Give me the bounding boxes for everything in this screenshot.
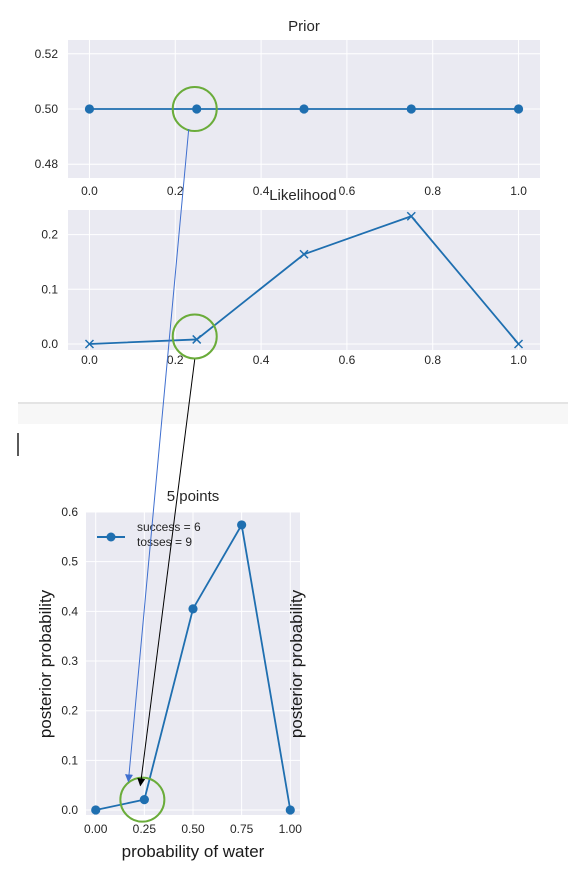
likelihood-point-3 (406, 211, 416, 221)
posterior-x-tick-2: 0.50 (181, 822, 205, 836)
prior-y-tick-2: 0.52 (35, 47, 59, 61)
prior-highlight-circle (171, 86, 218, 132)
likelihood-title: Likelihood (269, 187, 337, 204)
likelihood-point-2 (299, 249, 309, 259)
legend-entry-tosses: tosses = 9 (137, 535, 192, 549)
legend-marker-swatch (106, 532, 116, 542)
posterior-point-4 (285, 805, 295, 815)
posterior-y-tick-5: 0.5 (61, 555, 78, 569)
posterior-y-axis-label-right: posterior probability (287, 589, 306, 738)
posterior-highlight-circle (119, 776, 166, 823)
likelihood-x-tick-1: 0.2 (167, 353, 184, 367)
likelihood-x-tick-0: 0.0 (81, 353, 98, 367)
likelihood-x-tick-labels: 0.0 0.2 0.4 0.6 0.8 1.0 (81, 353, 527, 367)
legend-entry-success: success = 6 (137, 520, 201, 534)
posterior-series (91, 520, 295, 815)
likelihood-highlight-circle (171, 313, 218, 360)
posterior-x-axis-label: probability of water (122, 842, 265, 861)
posterior-y-tick-4: 0.4 (61, 604, 78, 618)
posterior-x-tick-0: 0.00 (84, 822, 108, 836)
prior-point-4 (513, 104, 524, 114)
posterior-y-tick-6: 0.6 (61, 505, 78, 519)
likelihood-point-1 (192, 334, 202, 344)
posterior-point-3 (237, 520, 247, 530)
prior-x-tick-4: 0.8 (424, 184, 441, 198)
likelihood-plot-area (68, 210, 540, 350)
prior-x-tick-3: 0.6 (339, 184, 356, 198)
prior-chart: 0.0 0.2 0.4 0.6 0.8 1.0 0.48 0.50 0.52 Prior (35, 18, 540, 198)
likelihood-point-0 (84, 339, 94, 349)
likelihood-x-tick-5: 1.0 (510, 353, 527, 367)
posterior-chart: 0.00 0.25 0.50 0.75 1.00 0.00.10.20.30.40.50… (36, 488, 306, 861)
prior-point-0 (84, 104, 95, 114)
posterior-gridlines (86, 511, 300, 815)
prior-x-tick-labels: 0.0 0.2 0.4 0.6 0.8 1.0 (81, 184, 527, 198)
prior-point-1 (192, 104, 202, 114)
posterior-y-tick-1: 0.1 (61, 753, 78, 767)
posterior-title: 5 points (167, 488, 220, 505)
prior-title: Prior (288, 18, 320, 35)
prior-to-posterior-arrow (125, 128, 190, 783)
posterior-y-tick-0: 0.0 (61, 803, 78, 817)
likelihood-x-tick-2: 0.4 (253, 353, 270, 367)
posterior-point-1 (139, 795, 149, 805)
prior-series (84, 104, 524, 114)
prior-y-tick-1: 0.50 (35, 102, 59, 116)
posterior-point-2 (188, 604, 198, 614)
likelihood-point-4 (514, 339, 524, 349)
likelihood-y-tick-1: 0.1 (41, 282, 58, 296)
likelihood-y-tick-2: 0.2 (41, 228, 58, 242)
notebook-cell-strip (18, 404, 568, 424)
prior-x-tick-5: 1.0 (510, 184, 527, 198)
posterior-x-tick-3: 0.75 (230, 822, 254, 836)
likelihood-chart: 0.0 0.2 0.4 0.6 0.8 1.0 0.0 0.1 0.2 Likelihood (41, 187, 540, 367)
prior-x-tick-0: 0.0 (81, 184, 98, 198)
prior-point-2 (299, 104, 309, 114)
posterior-x-tick-1: 0.25 (133, 822, 157, 836)
posterior-y-tick-labels: 0.0 0.1 0.2 0.3 0.4 0.5 0.6 (61, 505, 78, 817)
posterior-x-tick-4: 1.00 (279, 822, 303, 836)
posterior-point-0 (91, 805, 101, 815)
annotation-layer (119, 86, 218, 823)
likelihood-y-tick-0: 0.0 (41, 337, 58, 351)
prior-x-tick-1: 0.2 (167, 184, 184, 198)
likelihood-x-tick-4: 0.8 (424, 353, 441, 367)
likelihood-x-tick-3: 0.6 (339, 353, 356, 367)
likelihood-gridlines (68, 210, 540, 350)
posterior-y-axis-label: posterior probability (36, 589, 55, 738)
likelihood-series (84, 211, 524, 349)
likelihood-to-posterior-arrow (137, 359, 196, 787)
prior-y-tick-labels: 0.48 0.50 0.52 (35, 47, 59, 171)
prior-x-tick-2: 0.4 (253, 184, 270, 198)
posterior-y-tick-3: 0.3 (61, 654, 78, 668)
prior-point-3 (406, 104, 416, 114)
posterior-y-tick-2: 0.2 (61, 704, 78, 718)
prior-y-tick-0: 0.48 (35, 157, 59, 171)
posterior-x-tick-labels: 0.00 0.25 0.50 0.75 1.00 (84, 822, 302, 836)
likelihood-y-tick-labels: 0.0 0.1 0.2 (41, 228, 58, 351)
